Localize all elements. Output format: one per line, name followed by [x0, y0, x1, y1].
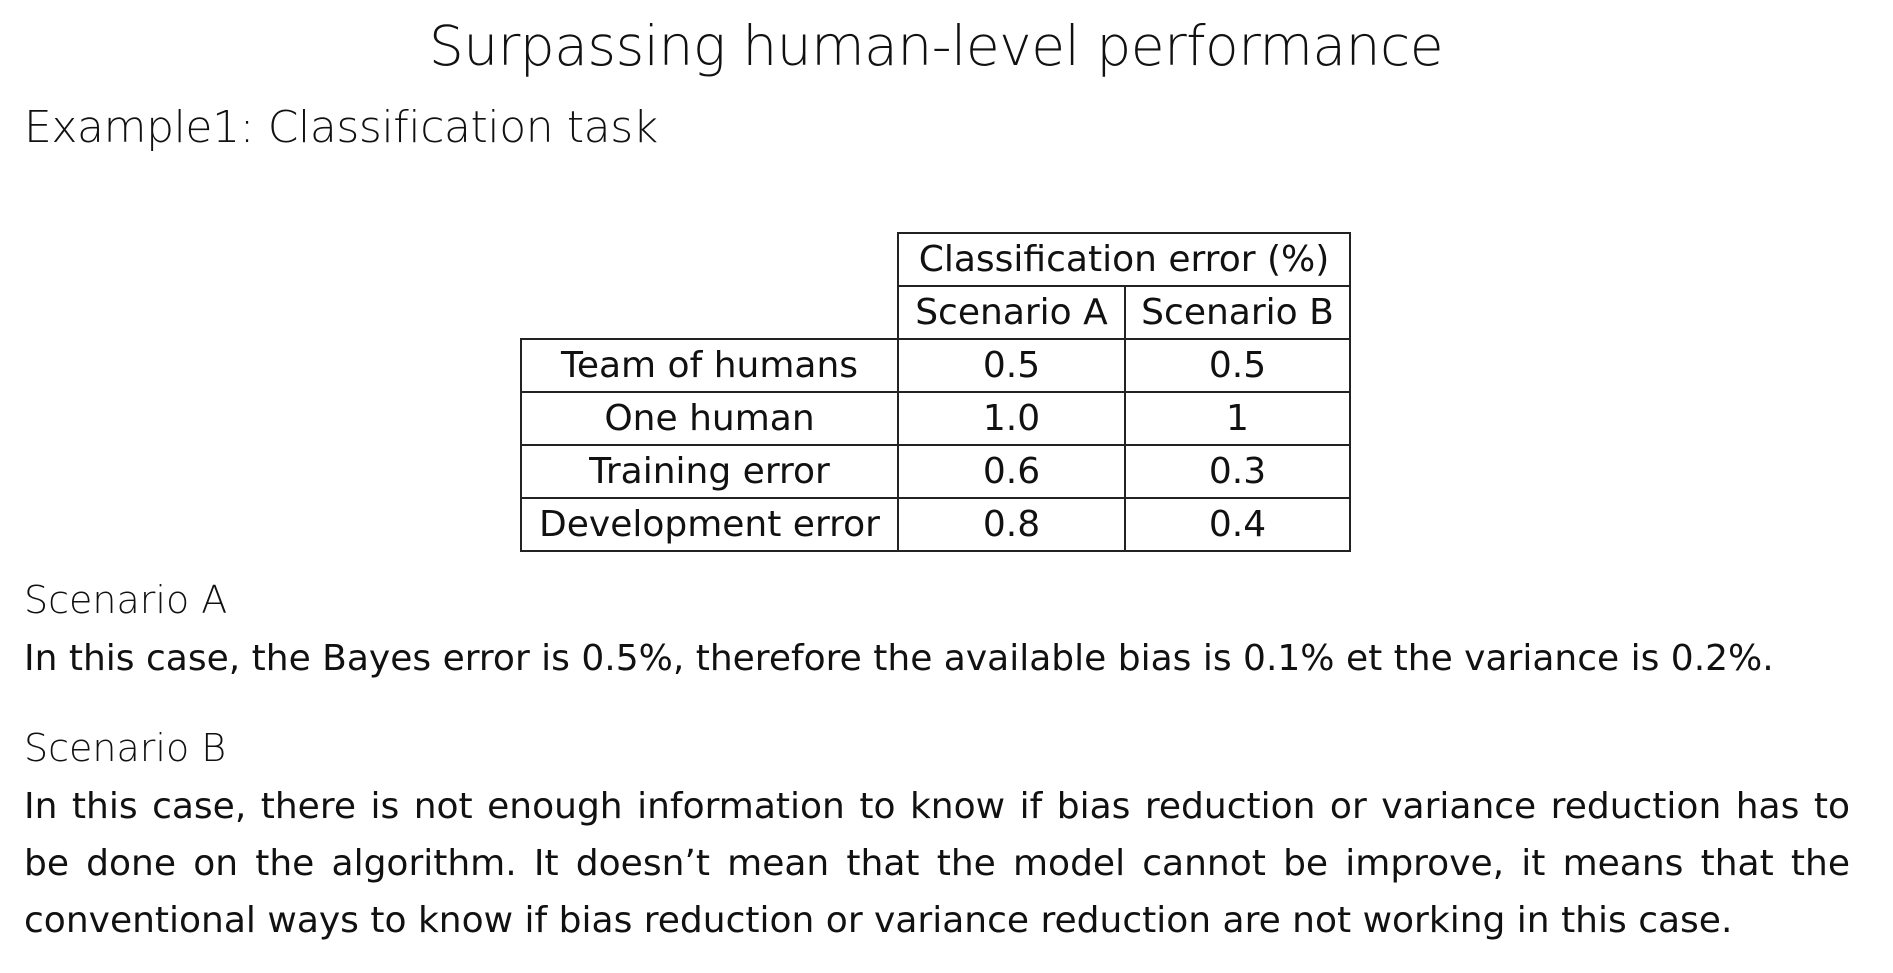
example-title: Example1: Classification task	[24, 102, 658, 153]
row-label: Development error	[520, 497, 899, 552]
cell-scenario-b: 0.3	[1124, 444, 1351, 499]
cell-scenario-a: 1.0	[897, 391, 1126, 446]
scenario-b-text: In this case, there is not enough inform…	[24, 786, 1850, 941]
table-header-row: Classification error (%)	[521, 232, 1351, 287]
scenario-a-text: In this case, the Bayes error is 0.5%, t…	[24, 638, 1774, 679]
error-table-container: Classification error (%) Scenario A Scen…	[520, 232, 1351, 552]
scenario-a-heading: Scenario A	[24, 578, 228, 622]
cell-scenario-a: 0.8	[897, 497, 1126, 552]
column-header-scenario-b: Scenario B	[1124, 285, 1351, 340]
empty-corner-cell	[521, 233, 898, 286]
row-label: Training error	[520, 444, 899, 499]
cell-scenario-b: 0.5	[1124, 338, 1351, 393]
cell-scenario-b: 0.4	[1124, 497, 1351, 552]
table-row: Training error 0.6 0.3	[520, 444, 1351, 499]
group-header-cell: Classification error (%)	[897, 232, 1351, 287]
page-title: Surpassing human-level performance	[428, 14, 1444, 78]
cell-scenario-b: 1	[1124, 391, 1351, 446]
table-row: Team of humans 0.5 0.5	[520, 338, 1351, 393]
cell-scenario-a: 0.6	[897, 444, 1126, 499]
row-label: One human	[520, 391, 899, 446]
scenario-b-heading: Scenario B	[24, 726, 227, 770]
table-row: One human 1.0 1	[520, 391, 1351, 446]
row-label: Team of humans	[520, 338, 899, 393]
classification-error-table: Classification error (%) Scenario A Scen…	[520, 232, 1351, 552]
empty-corner-cell	[521, 286, 898, 339]
table-subheader-row: Scenario A Scenario B	[521, 285, 1351, 340]
column-header-scenario-a: Scenario A	[897, 285, 1126, 340]
table-row: Development error 0.8 0.4	[520, 497, 1351, 552]
cell-scenario-a: 0.5	[897, 338, 1126, 393]
